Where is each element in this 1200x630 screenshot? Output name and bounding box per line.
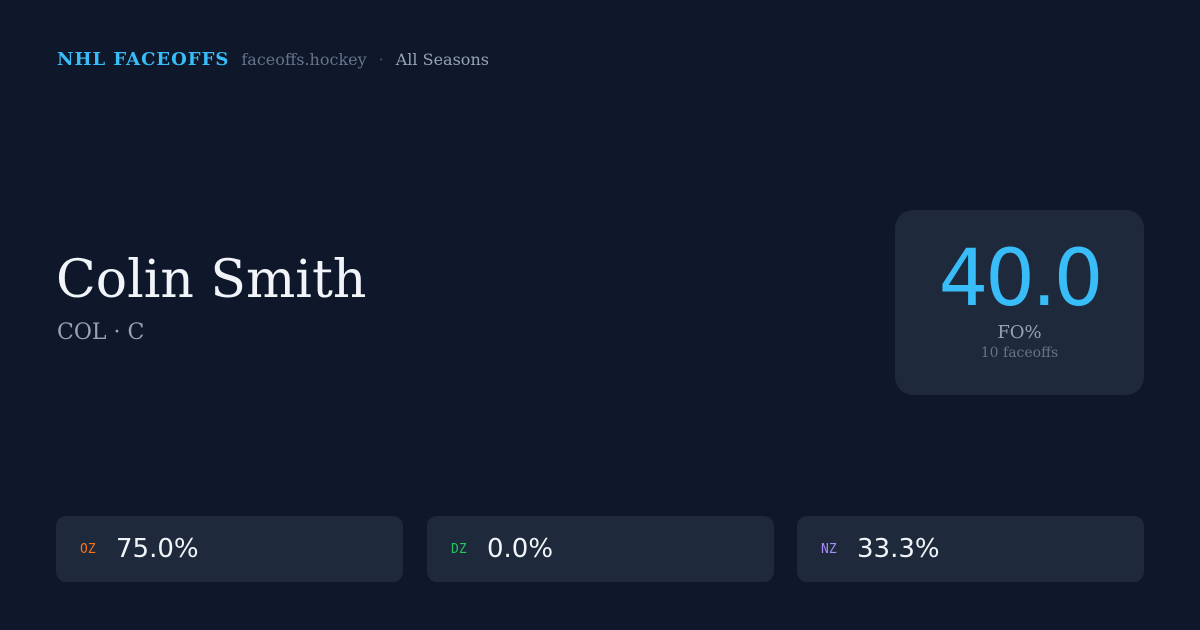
- zone-value: 33.3%: [857, 534, 940, 564]
- header: NHL FACEOFFS faceoffs.hockey · All Seaso…: [57, 49, 489, 70]
- zone-label: OZ: [80, 541, 96, 557]
- fo-percentage-label: FO%: [997, 322, 1042, 343]
- zone-card-nz: NZ 33.3%: [797, 516, 1144, 582]
- brand: NHL FACEOFFS: [57, 49, 230, 70]
- zone-label: DZ: [451, 541, 467, 557]
- player-name: Colin Smith: [56, 250, 367, 310]
- zone-card-dz: DZ 0.0%: [427, 516, 774, 582]
- zone-value: 75.0%: [116, 534, 199, 564]
- fo-percentage-value: 40.0: [938, 234, 1104, 324]
- season-label: All Seasons: [395, 50, 489, 69]
- zone-value: 0.0%: [487, 534, 554, 564]
- player-team-position: COL · C: [57, 320, 145, 345]
- zone-label: NZ: [821, 541, 837, 557]
- faceoff-count: 10 faceoffs: [980, 345, 1059, 361]
- site-domain: faceoffs.hockey: [241, 50, 367, 69]
- zone-card-oz: OZ 75.0%: [56, 516, 403, 582]
- separator: ·: [378, 50, 384, 69]
- fo-percentage-card: 40.0 FO% 10 faceoffs: [895, 210, 1144, 395]
